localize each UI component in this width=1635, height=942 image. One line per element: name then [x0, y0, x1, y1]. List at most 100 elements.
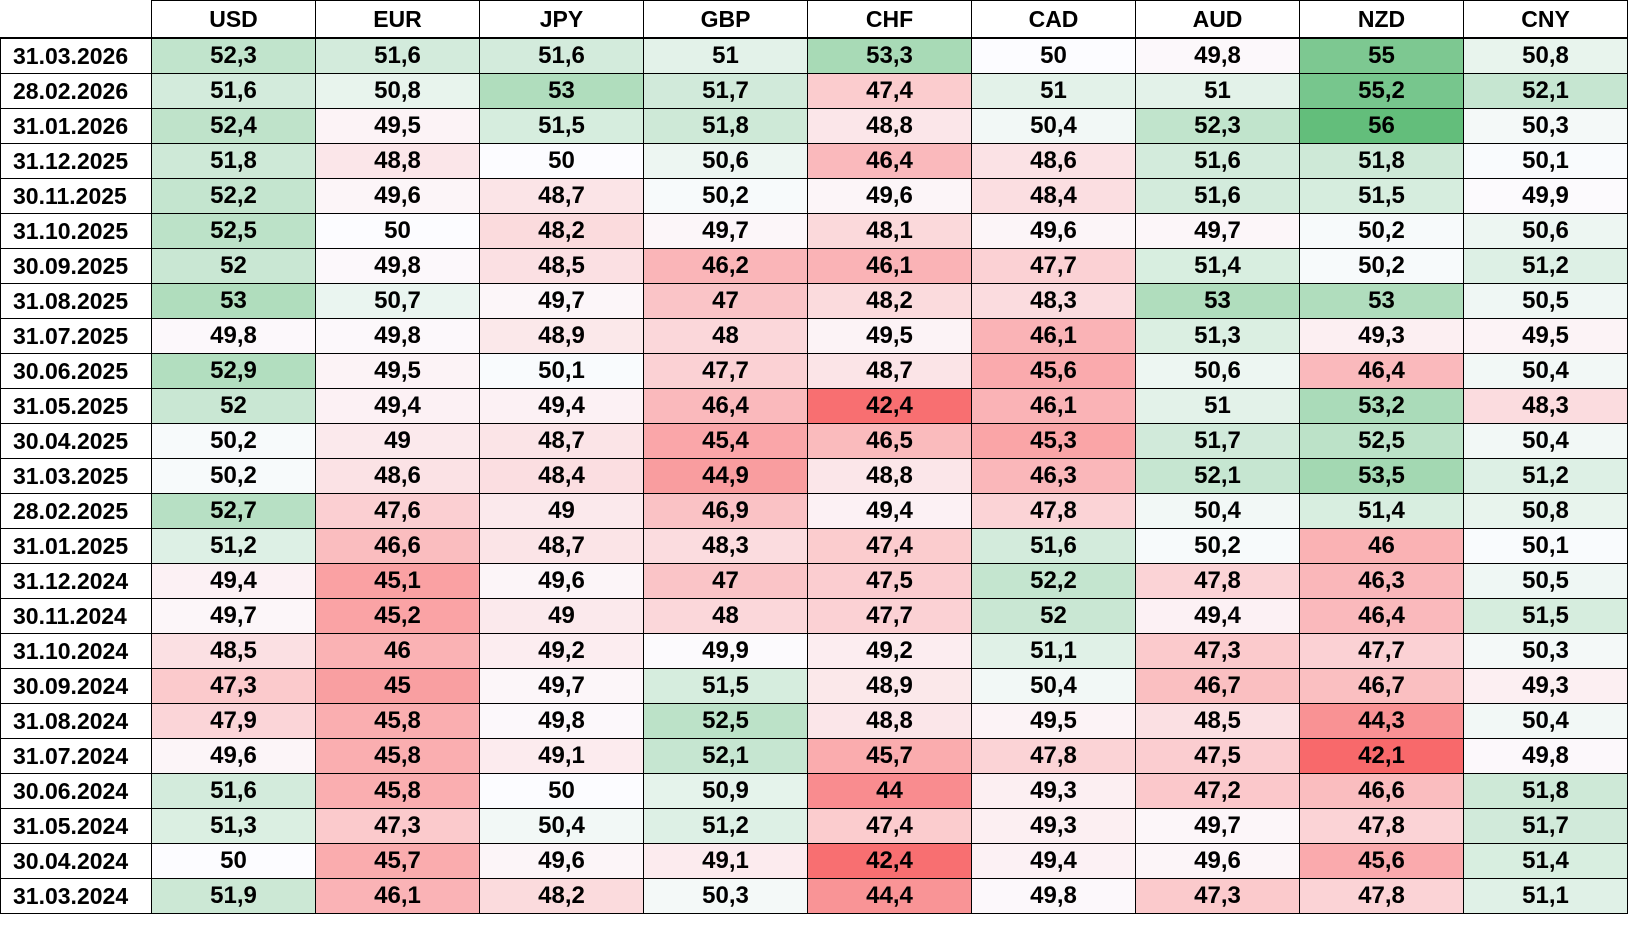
value-cell-nzd[interactable]: 51,8: [1299, 143, 1464, 179]
value-cell-aud[interactable]: 53: [1135, 283, 1300, 319]
value-cell-cny[interactable]: 50,5: [1463, 283, 1628, 319]
value-cell-aud[interactable]: 51,6: [1135, 178, 1300, 214]
column-header-aud[interactable]: AUD: [1135, 0, 1300, 39]
value-cell-cny[interactable]: 50,8: [1463, 37, 1628, 74]
value-cell-aud[interactable]: 52,3: [1135, 108, 1300, 144]
row-date-cell[interactable]: 31.07.2024: [0, 738, 152, 774]
value-cell-eur[interactable]: 49,5: [315, 353, 480, 389]
value-cell-chf[interactable]: 48,2: [807, 283, 972, 319]
row-date-cell[interactable]: 31.03.2024: [0, 878, 152, 914]
row-date-cell[interactable]: 31.12.2024: [0, 563, 152, 599]
row-date-cell[interactable]: 31.07.2025: [0, 318, 152, 354]
value-cell-aud[interactable]: 51,4: [1135, 248, 1300, 284]
value-cell-jpy[interactable]: 49,1: [479, 738, 644, 774]
column-header-chf[interactable]: CHF: [807, 0, 972, 39]
value-cell-eur[interactable]: 45,2: [315, 598, 480, 634]
value-cell-aud[interactable]: 49,8: [1135, 37, 1300, 74]
value-cell-cny[interactable]: 51,8: [1463, 773, 1628, 809]
value-cell-eur[interactable]: 51,6: [315, 37, 480, 74]
value-cell-cad[interactable]: 51,1: [971, 633, 1136, 669]
value-cell-usd[interactable]: 53: [151, 283, 316, 319]
value-cell-cny[interactable]: 51,5: [1463, 598, 1628, 634]
value-cell-cad[interactable]: 48,3: [971, 283, 1136, 319]
value-cell-usd[interactable]: 47,9: [151, 703, 316, 739]
value-cell-cad[interactable]: 50,4: [971, 108, 1136, 144]
row-date-cell[interactable]: 30.06.2025: [0, 353, 152, 389]
value-cell-gbp[interactable]: 47: [643, 563, 808, 599]
value-cell-gbp[interactable]: 50,6: [643, 143, 808, 179]
row-date-cell[interactable]: 30.09.2025: [0, 248, 152, 284]
row-date-cell[interactable]: 30.11.2024: [0, 598, 152, 634]
value-cell-nzd[interactable]: 56: [1299, 108, 1464, 144]
value-cell-gbp[interactable]: 46,2: [643, 248, 808, 284]
value-cell-jpy[interactable]: 48,4: [479, 458, 644, 494]
value-cell-nzd[interactable]: 46,4: [1299, 598, 1464, 634]
row-date-cell[interactable]: 31.05.2025: [0, 388, 152, 424]
value-cell-gbp[interactable]: 52,1: [643, 738, 808, 774]
column-header-cny[interactable]: CNY: [1463, 0, 1628, 39]
value-cell-usd[interactable]: 49,8: [151, 318, 316, 354]
value-cell-gbp[interactable]: 49,9: [643, 633, 808, 669]
value-cell-gbp[interactable]: 46,4: [643, 388, 808, 424]
value-cell-eur[interactable]: 47,6: [315, 493, 480, 529]
row-date-cell[interactable]: 28.02.2025: [0, 493, 152, 529]
value-cell-eur[interactable]: 46,1: [315, 878, 480, 914]
row-date-cell[interactable]: 28.02.2026: [0, 73, 152, 109]
value-cell-jpy[interactable]: 48,2: [479, 213, 644, 249]
value-cell-cny[interactable]: 49,3: [1463, 668, 1628, 704]
value-cell-cad[interactable]: 51: [971, 73, 1136, 109]
value-cell-chf[interactable]: 46,4: [807, 143, 972, 179]
value-cell-nzd[interactable]: 47,8: [1299, 878, 1464, 914]
value-cell-cny[interactable]: 50,6: [1463, 213, 1628, 249]
value-cell-jpy[interactable]: 51,5: [479, 108, 644, 144]
value-cell-cad[interactable]: 46,1: [971, 388, 1136, 424]
value-cell-aud[interactable]: 51: [1135, 73, 1300, 109]
value-cell-cad[interactable]: 49,8: [971, 878, 1136, 914]
value-cell-eur[interactable]: 50,8: [315, 73, 480, 109]
value-cell-nzd[interactable]: 50,2: [1299, 248, 1464, 284]
value-cell-eur[interactable]: 49,8: [315, 248, 480, 284]
value-cell-aud[interactable]: 49,6: [1135, 843, 1300, 879]
value-cell-chf[interactable]: 48,9: [807, 668, 972, 704]
row-date-cell[interactable]: 31.08.2024: [0, 703, 152, 739]
value-cell-nzd[interactable]: 47,8: [1299, 808, 1464, 844]
value-cell-eur[interactable]: 45,7: [315, 843, 480, 879]
value-cell-eur[interactable]: 45,8: [315, 738, 480, 774]
value-cell-nzd[interactable]: 55,2: [1299, 73, 1464, 109]
value-cell-eur[interactable]: 48,6: [315, 458, 480, 494]
value-cell-usd[interactable]: 49,4: [151, 563, 316, 599]
value-cell-chf[interactable]: 49,6: [807, 178, 972, 214]
value-cell-eur[interactable]: 48,8: [315, 143, 480, 179]
row-date-cell[interactable]: 30.04.2025: [0, 423, 152, 459]
value-cell-gbp[interactable]: 47: [643, 283, 808, 319]
value-cell-gbp[interactable]: 49,7: [643, 213, 808, 249]
value-cell-aud[interactable]: 51,3: [1135, 318, 1300, 354]
value-cell-usd[interactable]: 51,2: [151, 528, 316, 564]
value-cell-nzd[interactable]: 50,2: [1299, 213, 1464, 249]
value-cell-gbp[interactable]: 48,3: [643, 528, 808, 564]
value-cell-eur[interactable]: 49: [315, 423, 480, 459]
value-cell-cad[interactable]: 47,8: [971, 493, 1136, 529]
value-cell-jpy[interactable]: 48,7: [479, 178, 644, 214]
value-cell-jpy[interactable]: 49,2: [479, 633, 644, 669]
column-header-usd[interactable]: USD: [151, 0, 316, 39]
value-cell-jpy[interactable]: 49,7: [479, 668, 644, 704]
value-cell-chf[interactable]: 49,2: [807, 633, 972, 669]
value-cell-cad[interactable]: 49,5: [971, 703, 1136, 739]
value-cell-jpy[interactable]: 50: [479, 773, 644, 809]
value-cell-gbp[interactable]: 52,5: [643, 703, 808, 739]
value-cell-aud[interactable]: 47,2: [1135, 773, 1300, 809]
value-cell-eur[interactable]: 49,5: [315, 108, 480, 144]
value-cell-jpy[interactable]: 49,7: [479, 283, 644, 319]
value-cell-eur[interactable]: 49,4: [315, 388, 480, 424]
value-cell-chf[interactable]: 48,8: [807, 108, 972, 144]
value-cell-cny[interactable]: 49,8: [1463, 738, 1628, 774]
value-cell-cad[interactable]: 46,1: [971, 318, 1136, 354]
value-cell-chf[interactable]: 47,4: [807, 528, 972, 564]
value-cell-chf[interactable]: 48,7: [807, 353, 972, 389]
value-cell-cny[interactable]: 50,3: [1463, 633, 1628, 669]
value-cell-usd[interactable]: 52,3: [151, 37, 316, 74]
value-cell-aud[interactable]: 51: [1135, 388, 1300, 424]
value-cell-gbp[interactable]: 47,7: [643, 353, 808, 389]
row-date-cell[interactable]: 31.10.2025: [0, 213, 152, 249]
